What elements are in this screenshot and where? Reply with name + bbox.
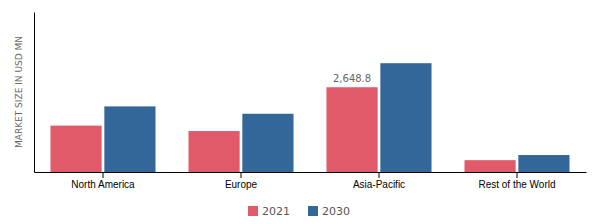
- bar: [242, 114, 293, 172]
- x-tick: North America: [71, 172, 135, 190]
- bar: [380, 63, 431, 172]
- x-tick-mark: [517, 172, 518, 178]
- x-tick-mark: [103, 172, 104, 178]
- x-tick: Rest of the World: [478, 172, 555, 190]
- x-axis: North America Europe Asia-Pacific Rest of t…: [35, 172, 587, 190]
- legend: 2021 2030: [248, 205, 350, 218]
- legend-item: 2021: [248, 205, 290, 218]
- x-tick-label: Asia-Pacific: [353, 179, 405, 190]
- bar-series: [50, 87, 515, 172]
- x-tick-mark: [379, 172, 380, 178]
- x-axis-line: [35, 172, 587, 173]
- bar-series: [104, 63, 569, 172]
- x-tick-label: Europe: [225, 179, 258, 190]
- plot: North America Europe Asia-Pacific Rest of t…: [35, 13, 587, 191]
- bar: [464, 160, 515, 172]
- legend-label: 2021: [262, 205, 290, 218]
- bar: [326, 87, 377, 172]
- x-tick: Europe: [225, 172, 258, 190]
- x-tick-mark: [241, 172, 242, 178]
- x-tick-label: North America: [71, 179, 135, 190]
- annotation: 2,648.8: [333, 73, 371, 84]
- bar: [518, 155, 569, 172]
- bars: [50, 63, 569, 172]
- legend-item: 2030: [308, 205, 350, 218]
- y-axis-line: [34, 13, 35, 173]
- x-tick-label: Rest of the World: [478, 179, 555, 190]
- bar: [50, 126, 101, 172]
- x-tick: Asia-Pacific: [353, 172, 405, 190]
- bar: [104, 106, 155, 172]
- legend-swatch: [248, 206, 258, 216]
- y-axis-title: MARKET SIZE IN USD MN: [14, 36, 24, 148]
- bar: [188, 131, 239, 172]
- chart: North America Europe Asia-Pacific Rest of t…: [0, 0, 598, 224]
- legend-swatch: [308, 206, 318, 216]
- y-axis: [34, 13, 35, 173]
- legend-label: 2030: [322, 205, 350, 218]
